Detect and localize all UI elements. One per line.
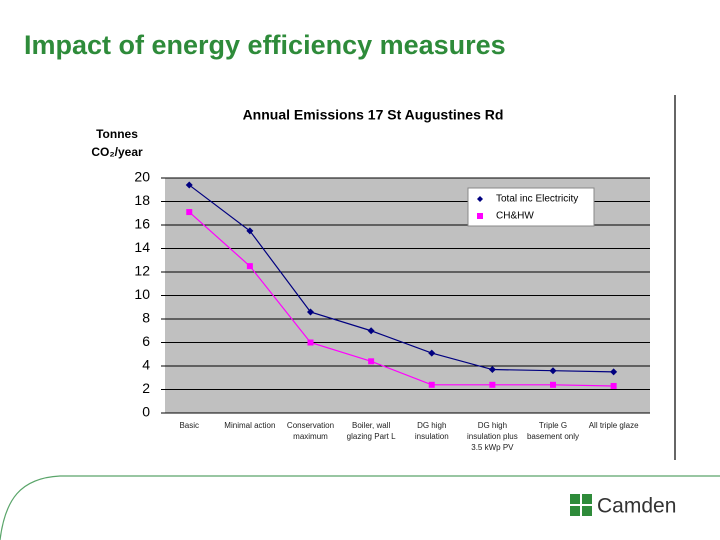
point xyxy=(489,381,496,388)
legend-marker xyxy=(477,213,483,219)
point xyxy=(246,227,254,235)
y-tick-label: 16 xyxy=(134,216,150,232)
x-tick-label: DG high xyxy=(417,421,446,430)
logo-icon xyxy=(582,506,592,516)
y-tick-label: 6 xyxy=(142,333,150,349)
legend-label: CH&HW xyxy=(496,211,534,222)
x-tick-label: All triple glaze xyxy=(589,421,639,430)
slide-title: Impact of energy efficiency measures xyxy=(24,30,506,60)
point xyxy=(549,367,557,375)
x-tick-label: basement only xyxy=(527,432,579,441)
y-tick-label: 2 xyxy=(142,380,150,396)
x-tick-label: Basic xyxy=(179,421,199,430)
point xyxy=(307,339,314,346)
point xyxy=(367,327,375,335)
x-tick-label: DG high xyxy=(478,421,507,430)
point xyxy=(186,209,193,216)
y-tick-label: 14 xyxy=(134,239,150,255)
series-line xyxy=(188,184,614,373)
series-line xyxy=(188,211,614,387)
legend-marker xyxy=(477,196,483,202)
point xyxy=(368,358,375,365)
x-tick-label: Conservation xyxy=(287,421,334,430)
x-tick-label: glazing Part L xyxy=(347,432,396,441)
y-tick-label: 4 xyxy=(142,357,150,373)
x-tick-label: insulation xyxy=(415,432,449,441)
chart-title: Annual Emissions 17 St Augustines Rd xyxy=(243,107,504,123)
point xyxy=(550,381,556,388)
y-tick-label: 0 xyxy=(142,404,150,420)
y-tick-label: 8 xyxy=(142,310,150,326)
y-tick-label: 20 xyxy=(134,169,150,185)
y-tick-label: 10 xyxy=(134,286,150,302)
point xyxy=(610,382,617,389)
legend-label: Total inc Electricity xyxy=(496,194,578,205)
point xyxy=(307,308,314,316)
point xyxy=(428,381,435,388)
y-tick-label: 12 xyxy=(134,263,150,279)
x-tick-label: Boiler, wall xyxy=(352,421,390,430)
y-axis-label: CO₂/year xyxy=(91,145,143,159)
legend xyxy=(467,187,595,227)
x-tick-label: maximum xyxy=(293,432,328,441)
x-tick-label: 3.5 kWp PV xyxy=(471,443,514,452)
x-tick-label: insulation plus xyxy=(467,432,518,441)
x-tick-label: Triple G xyxy=(539,421,567,430)
decor-curve xyxy=(0,475,720,540)
y-tick-label: 18 xyxy=(134,192,150,208)
point xyxy=(488,366,496,374)
y-axis-label: Tonnes xyxy=(96,127,138,141)
point xyxy=(610,368,618,376)
point xyxy=(185,181,193,189)
logo: Camden xyxy=(570,494,676,518)
logo-icon xyxy=(570,506,580,516)
x-tick-label: Minimal action xyxy=(224,421,275,430)
logo-icon xyxy=(582,494,592,504)
point xyxy=(246,263,253,270)
logo-icon xyxy=(570,494,580,504)
point xyxy=(428,349,436,357)
logo-text: Camden xyxy=(597,495,676,518)
